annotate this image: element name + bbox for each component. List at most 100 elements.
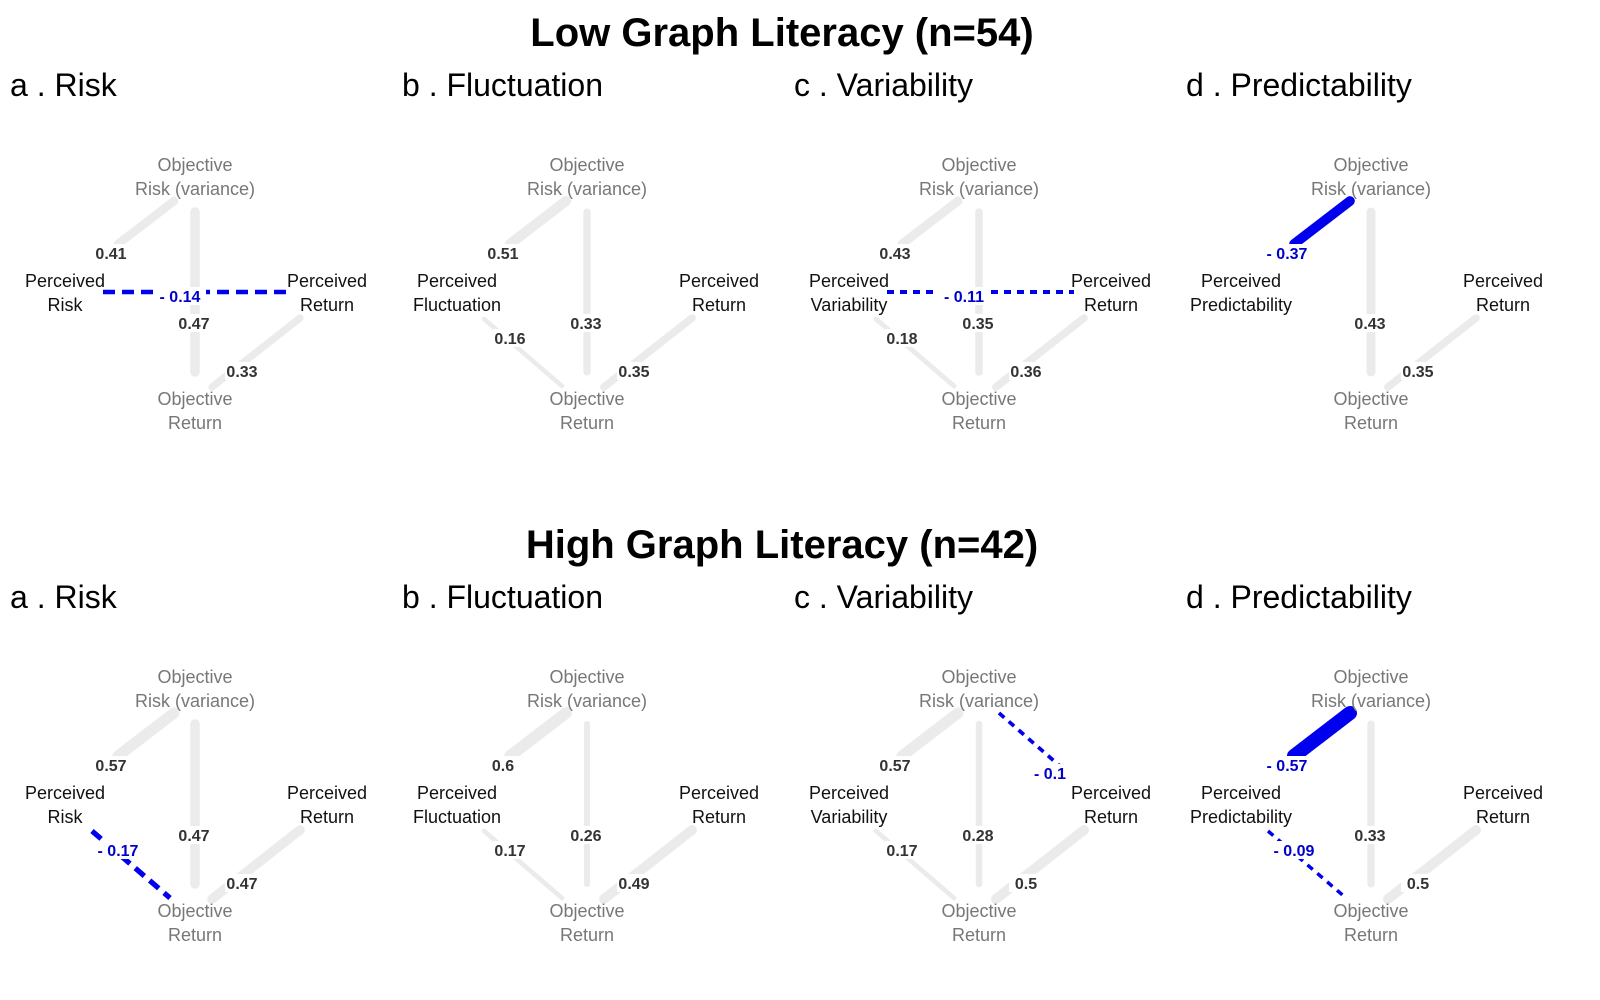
panel-title: a . Risk bbox=[10, 67, 118, 103]
node-label-line: Return bbox=[1344, 413, 1398, 433]
node-objective-risk: Objective Risk (variance) bbox=[135, 155, 255, 199]
edge-labels: - 0.37 0.43 0.35 bbox=[1261, 244, 1435, 381]
edge-labels: - 0.57 0.33 0.5 - 0.09 bbox=[1261, 756, 1435, 893]
edge-label-bg bbox=[885, 329, 919, 347]
node-objective-risk: Objective Risk (variance) bbox=[919, 155, 1039, 199]
node-label-line: Risk (variance) bbox=[527, 179, 647, 199]
node-label-line: Perceived bbox=[25, 271, 105, 291]
edge-perceived-measure-to-objective-return bbox=[90, 829, 172, 900]
node-label-line: Risk (variance) bbox=[135, 179, 255, 199]
node-label-line: Risk bbox=[48, 295, 84, 315]
edge-objective-risk-to-perceived-measure bbox=[504, 707, 572, 762]
node-label-line: Risk (variance) bbox=[1311, 179, 1431, 199]
node-label-line: Predictability bbox=[1190, 295, 1292, 315]
edge-label-bg bbox=[961, 826, 995, 844]
edge-label: - 0.17 bbox=[98, 843, 139, 860]
edge-label-bg bbox=[94, 244, 128, 262]
edge-label-bg bbox=[885, 841, 919, 859]
node-label-line: Fluctuation bbox=[413, 295, 501, 315]
node-label-line: Return bbox=[692, 807, 746, 827]
node-perceived-return: Perceived Return bbox=[1071, 271, 1151, 315]
node-label-line: Risk (variance) bbox=[919, 179, 1039, 199]
panel-title: c . Variability bbox=[794, 579, 973, 615]
group-title: Low Graph Literacy (n=54) bbox=[530, 11, 1033, 55]
panel-fluctuation: b . Fluctuation 0.6 0.26 0.17 0.49 Objective R… bbox=[402, 579, 759, 945]
edge-label: 0.35 bbox=[1402, 364, 1433, 381]
node-label-line: Perceived bbox=[417, 271, 497, 291]
edge-label-bg bbox=[225, 874, 259, 892]
node-label-line: Perceived bbox=[809, 271, 889, 291]
node-objective-risk: Objective Risk (variance) bbox=[1311, 155, 1431, 199]
edge-label-bg bbox=[1268, 841, 1320, 859]
node-label-line: Objective bbox=[549, 389, 624, 409]
edge-labels: 0.57 0.28 0.17 0.5 - 0.1 bbox=[878, 756, 1076, 893]
edges bbox=[1289, 196, 1480, 391]
panel-variability: c . Variability 0.43 0.35 0.18 0.36 - 0.11 Obj… bbox=[794, 67, 1151, 433]
edges bbox=[1266, 705, 1481, 904]
node-perceived-measure: Perceived Fluctuation bbox=[413, 783, 501, 827]
node-perceived-return: Perceived Return bbox=[287, 783, 367, 827]
node-label-line: Objective bbox=[549, 667, 624, 687]
edge-label-bg bbox=[486, 756, 520, 774]
node-perceived-measure: Perceived Variability bbox=[809, 271, 889, 315]
node-objective-return: Objective Return bbox=[549, 901, 624, 945]
node-objective-return: Objective Return bbox=[1333, 901, 1408, 945]
node-label-line: Perceived bbox=[679, 271, 759, 291]
node-label-line: Risk (variance) bbox=[919, 691, 1039, 711]
edge-objective-risk-to-perceived-measure bbox=[1286, 705, 1358, 764]
node-label-line: Return bbox=[300, 807, 354, 827]
node-label-line: Fluctuation bbox=[413, 807, 501, 827]
edge-label-bg bbox=[617, 874, 651, 892]
edge-label-bg bbox=[1353, 314, 1387, 332]
node-label-line: Risk (variance) bbox=[135, 691, 255, 711]
edge-label: 0.17 bbox=[494, 843, 525, 860]
edge-objective-risk-to-perceived-measure bbox=[113, 196, 179, 249]
node-label-line: Perceived bbox=[809, 783, 889, 803]
node-label-line: Perceived bbox=[1071, 783, 1151, 803]
edge-labels: 0.6 0.26 0.17 0.49 bbox=[486, 756, 651, 893]
node-objective-risk: Objective Risk (variance) bbox=[919, 667, 1039, 711]
node-objective-return: Objective Return bbox=[157, 389, 232, 433]
edge-label-bg bbox=[177, 826, 211, 844]
node-objective-return: Objective Return bbox=[941, 901, 1016, 945]
group-high-literacy: High Graph Literacy (n=42)a . Risk0.570.… bbox=[10, 523, 1543, 945]
edge-label-bg bbox=[94, 756, 128, 774]
edge-label-bg bbox=[1353, 826, 1387, 844]
edge-label: 0.51 bbox=[487, 246, 518, 263]
node-objective-risk: Objective Risk (variance) bbox=[527, 667, 647, 711]
node-objective-risk: Objective Risk (variance) bbox=[527, 155, 647, 199]
edge-label-bg bbox=[1009, 362, 1043, 380]
edge-label: 0.5 bbox=[1407, 876, 1429, 893]
edge-label: 0.43 bbox=[879, 246, 910, 263]
panel-fluctuation: b . Fluctuation 0.51 0.33 0.16 0.35 Objective… bbox=[402, 67, 759, 433]
node-label-line: Return bbox=[952, 413, 1006, 433]
edge-label-bg bbox=[878, 756, 912, 774]
node-label-line: Perceived bbox=[1071, 271, 1151, 291]
panel-title: c . Variability bbox=[794, 67, 973, 103]
edge-label-bg bbox=[569, 314, 603, 332]
node-label-line: Variability bbox=[811, 807, 888, 827]
node-label-line: Perceived bbox=[287, 783, 367, 803]
panel-title: d . Predictability bbox=[1186, 67, 1412, 103]
edges bbox=[481, 707, 697, 904]
group-low-literacy: Low Graph Literacy (n=54)a . Risk0.410.4… bbox=[10, 11, 1543, 433]
edge-label: 0.33 bbox=[1354, 828, 1385, 845]
node-label-line: Perceived bbox=[287, 271, 367, 291]
node-perceived-measure: Perceived Predictability bbox=[1190, 271, 1292, 315]
node-perceived-return: Perceived Return bbox=[287, 271, 367, 315]
node-label-line: Objective bbox=[157, 389, 232, 409]
node-label-line: Return bbox=[1476, 807, 1530, 827]
edge-label: 0.33 bbox=[570, 316, 601, 333]
node-perceived-measure: Perceived Fluctuation bbox=[413, 271, 501, 315]
node-label-line: Objective bbox=[1333, 901, 1408, 921]
edge-label-bg bbox=[1401, 362, 1435, 380]
panel-risk: a . Risk 0.57 0.47 0.47 - 0.17 Objective Risk … bbox=[10, 579, 367, 945]
node-label-line: Objective bbox=[941, 155, 1016, 175]
node-label-line: Return bbox=[1476, 295, 1530, 315]
panel-title: d . Predictability bbox=[1186, 579, 1412, 615]
node-label-line: Perceived bbox=[1463, 783, 1543, 803]
